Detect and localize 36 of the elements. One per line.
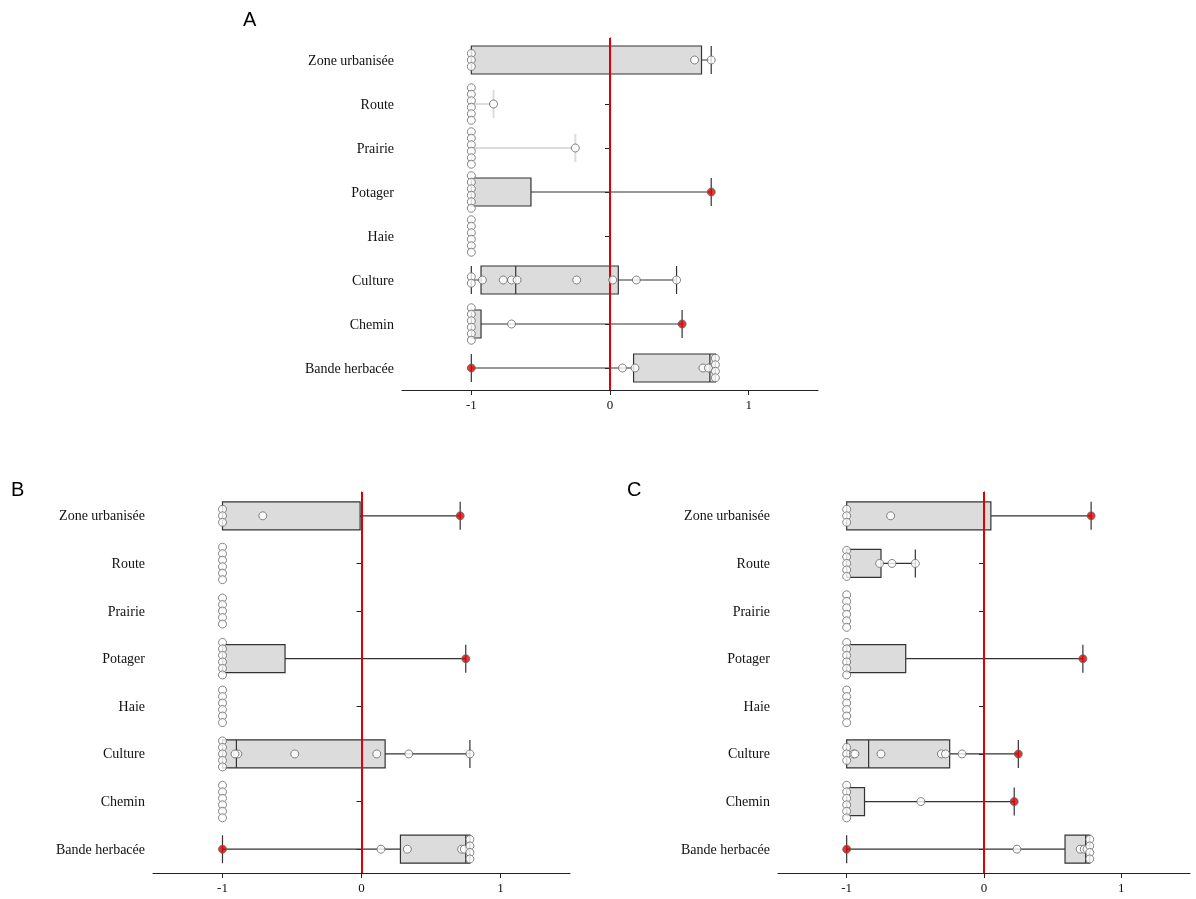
x-tick-label: -1 <box>465 397 477 412</box>
x-tick-label: 1 <box>497 880 504 895</box>
y-tick-label: Zone urbanisée <box>59 508 145 524</box>
y-tick-label: Prairie <box>107 603 145 619</box>
chart-title: C <box>627 478 642 500</box>
x-tick-label: 1 <box>1118 880 1125 895</box>
y-tick-label: Haie <box>367 228 394 244</box>
y-tick-label: Route <box>736 555 770 571</box>
y-tick-label: Chemin <box>725 794 770 810</box>
x-tick-label: 0 <box>606 397 614 412</box>
y-tick-label: Chemin <box>100 794 145 810</box>
y-tick-label: Potager <box>727 651 771 667</box>
y-tick-label: Culture <box>728 746 770 762</box>
y-tick-label: Prairie <box>732 603 770 619</box>
x-tick-label: -1 <box>841 880 853 895</box>
x-tick-label: -1 <box>217 880 228 895</box>
y-tick-label: Bande herbacée <box>305 360 394 376</box>
y-tick-label: Potager <box>351 184 395 200</box>
y-tick-label: Haie <box>743 698 770 714</box>
y-tick-label: Bande herbacée <box>681 841 770 857</box>
y-tick-label: Culture <box>103 746 145 762</box>
x-tick-label: 1 <box>745 397 752 412</box>
x-tick-label: 0 <box>358 880 365 895</box>
y-tick-label: Zone urbanisée <box>684 508 770 524</box>
y-tick-label: Bande herbacée <box>56 841 145 857</box>
y-tick-label: Route <box>111 555 145 571</box>
y-tick-label: Zone urbanisée <box>308 52 394 68</box>
y-tick-label: Prairie <box>356 140 394 156</box>
chart-title: B <box>11 478 25 500</box>
y-tick-label: Route <box>360 96 394 112</box>
y-tick-label: Potager <box>102 651 146 667</box>
y-tick-label: Haie <box>118 698 145 714</box>
x-tick-label: 0 <box>980 880 988 895</box>
y-tick-label: Culture <box>352 272 394 288</box>
chart-title: A <box>243 8 257 30</box>
y-tick-label: Chemin <box>349 316 394 332</box>
